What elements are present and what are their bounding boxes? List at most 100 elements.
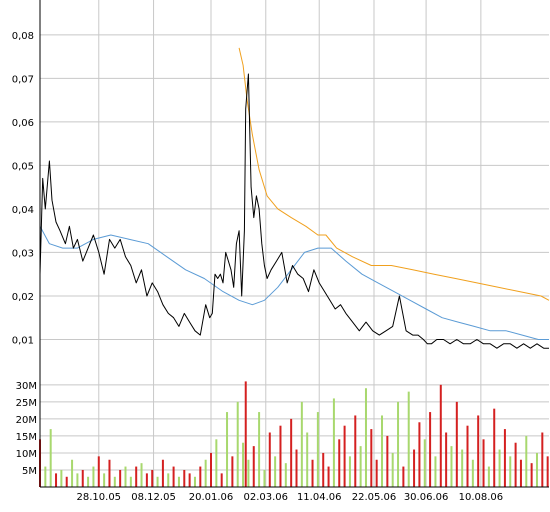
volume-bar [450, 446, 453, 487]
volume-y-tick-label: 5M [22, 466, 37, 477]
volume-bar [514, 442, 517, 487]
volume-bar [87, 476, 90, 487]
volume-bar [397, 401, 400, 487]
volume-bar [71, 459, 74, 487]
volume-bar [279, 425, 282, 487]
volume-bar [530, 463, 533, 487]
volume-bar [509, 456, 512, 487]
volume-bar [156, 476, 159, 487]
volume-bar [119, 469, 122, 487]
volume-bar [519, 459, 522, 487]
volume-bar [391, 452, 394, 487]
volume-bar [263, 469, 266, 487]
volume-bar [124, 466, 127, 487]
volume-bar [135, 466, 138, 487]
volume-bar [359, 446, 362, 487]
volume-bar [295, 449, 298, 487]
volume-bar [60, 469, 63, 487]
volume-bar [429, 412, 432, 487]
volume-bar [81, 469, 84, 487]
price-y-tick-label: 0,02 [12, 292, 34, 303]
volume-bar [402, 466, 405, 487]
volume-bar [338, 439, 341, 487]
volume-bar [92, 466, 95, 487]
price-panel: 0,010,020,030,040,050,060,070,0828.10.05… [12, 0, 550, 400]
volume-bar [482, 439, 485, 487]
volume-bar [244, 381, 247, 487]
volume-bar [204, 459, 207, 487]
volume-bar [231, 456, 234, 487]
volume-bar [161, 459, 164, 487]
volume-bar [226, 412, 229, 487]
volume-bar [418, 422, 421, 487]
volume-x-tick-label: 22.05.06 [352, 492, 397, 503]
volume-bar [332, 398, 335, 487]
volume-bar [487, 466, 490, 487]
volume-bar [498, 449, 501, 487]
volume-bar [423, 439, 426, 487]
price-series-line-0 [39, 73, 549, 349]
volume-bar [477, 415, 480, 487]
volume-x-tick-label: 11.04.06 [297, 492, 342, 503]
volume-bar [493, 408, 496, 487]
volume-bar [97, 456, 100, 487]
volume-bar [49, 429, 52, 487]
volume-bar [407, 391, 410, 487]
volume-bar [370, 429, 373, 487]
volume-bar [103, 473, 106, 487]
volume-bar [268, 432, 271, 487]
volume-bar [242, 442, 245, 487]
volume-bar [386, 435, 389, 487]
volume-bar [188, 473, 191, 487]
volume-y-tick-label: 20M [16, 415, 37, 426]
volume-bar [215, 439, 218, 487]
volume-bar [535, 452, 538, 487]
volume-bar [140, 463, 143, 487]
volume-bar [306, 432, 309, 487]
volume-bar [316, 412, 319, 487]
volume-bar [455, 401, 458, 487]
volume-bar [466, 425, 469, 487]
price-y-tick-label: 0,01 [12, 335, 34, 346]
volume-bar [172, 466, 175, 487]
volume-bar [193, 476, 196, 487]
volume-bar [375, 459, 378, 487]
volume-bar [546, 456, 549, 487]
volume-bar [199, 466, 202, 487]
volume-bar [327, 466, 330, 487]
volume-bar [525, 435, 528, 487]
volume-bar [258, 412, 261, 487]
volume-bar [364, 388, 367, 487]
price-y-tick-label: 0,06 [12, 118, 34, 129]
volume-bar [252, 446, 255, 487]
volume-bar [381, 415, 384, 487]
volume-bar [167, 473, 170, 487]
volume-bar [183, 469, 186, 487]
volume-bar [445, 432, 448, 487]
volume-bar [236, 401, 239, 487]
volume-bar [471, 459, 474, 487]
volume-bar [439, 384, 442, 487]
volume-x-tick-label: 10.08.06 [459, 492, 504, 503]
volume-bar [503, 429, 506, 487]
volume-bar [311, 459, 314, 487]
volume-bar [220, 473, 223, 487]
volume-bar [461, 449, 464, 487]
volume-bar [290, 418, 293, 487]
volume-bar [300, 401, 303, 487]
price-y-tick-label: 0,04 [12, 205, 34, 216]
volume-bar [434, 456, 437, 487]
volume-bar [247, 459, 250, 487]
volume-y-tick-label: 15M [16, 432, 37, 443]
volume-bar [76, 473, 79, 487]
price-y-tick-label: 0,08 [12, 31, 34, 42]
price-y-tick-label: 0,03 [12, 248, 34, 259]
price-y-tick-label: 0,05 [12, 161, 34, 172]
price-plot-area [40, 0, 549, 383]
price-series-line-2 [238, 47, 550, 301]
volume-bar [145, 473, 148, 487]
volume-x-tick-label: 30.06.06 [404, 492, 449, 503]
volume-bar [541, 432, 544, 487]
volume-x-tick-label: 08.12.05 [131, 492, 176, 503]
